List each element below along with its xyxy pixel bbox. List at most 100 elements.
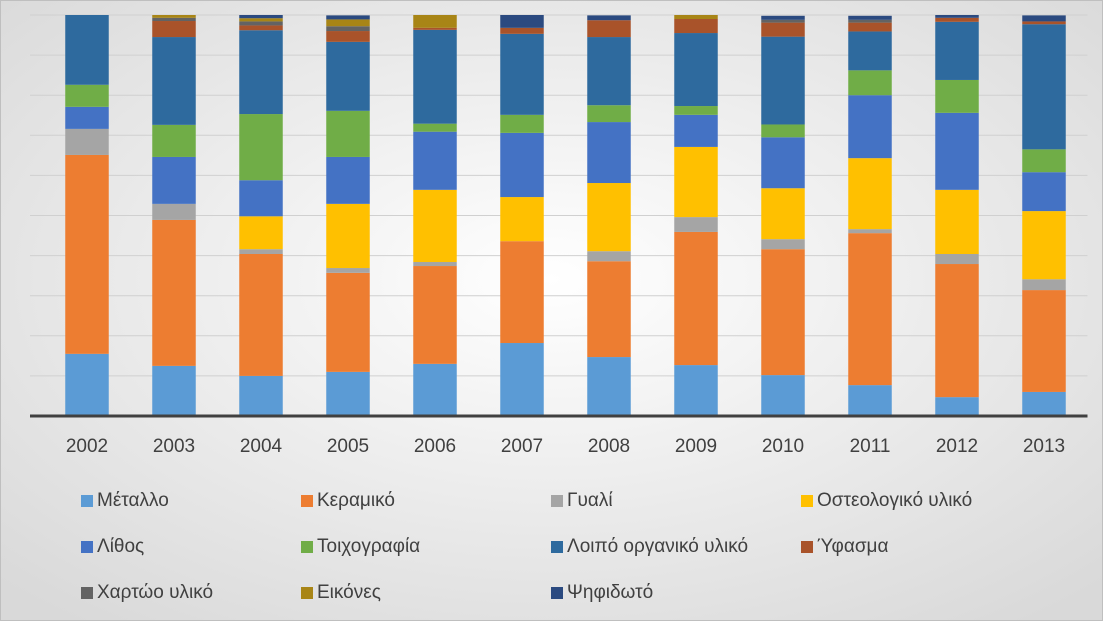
bar-segment [587,261,631,358]
bar-segment [500,114,544,133]
bar-segment [239,249,283,254]
bar-segment [152,365,196,416]
x-tick-label: 2011 [850,436,891,457]
bar-segment [152,203,196,220]
bar-segment [587,357,631,416]
bar-segment [239,18,283,22]
legend-label: Κεραμικό [317,490,395,511]
bar-segment [413,123,457,132]
bar-segment [152,156,196,204]
legend-swatch [551,495,563,507]
legend-swatch [801,495,813,507]
bar-segment [500,27,544,34]
bar-segment [935,21,979,80]
legend-label: Μέταλλο [97,490,169,511]
bar-segment [500,15,544,28]
bar-segment [239,21,283,26]
legend-swatch [301,495,313,507]
legend-swatch [551,541,563,553]
bar-segment [326,203,370,269]
bar-segment [761,15,805,20]
bar-segment [500,197,544,242]
x-tick-label: 2005 [327,436,369,457]
bar-segment [413,363,457,416]
bar-segment [848,19,892,23]
bar-segment [587,15,631,21]
bar-segment [674,365,718,416]
bar-segment [761,249,805,376]
bar-segment [413,27,457,30]
bar-segment [326,272,370,372]
bar-segment [500,241,544,344]
bar-segment [848,158,892,230]
bar-segment [935,397,979,416]
bar-segment [500,132,544,198]
bar-segment [239,253,283,376]
bar-segment [326,371,370,416]
bar-segment [65,15,109,85]
x-tick-label: 2008 [588,436,630,457]
bar-segment [326,41,370,111]
bar-segment [239,180,283,217]
bar-segment [587,20,631,38]
bar-segment [239,375,283,416]
bar-segment [674,15,718,20]
bar-segment [152,17,196,22]
bar-segment [65,154,109,354]
bar-segment [587,105,631,123]
bar-segment [587,183,631,252]
bar-segment [65,353,109,416]
legend-swatch [301,541,313,553]
legend-label: Χαρτώο υλικό [97,582,213,603]
bar-segment [1022,21,1066,25]
bar-segment [935,15,979,18]
bar-segment [935,112,979,190]
legend-swatch [81,541,93,553]
bar-segment [761,22,805,37]
bar-segment [674,217,718,232]
legend-label: Λίθος [97,536,144,557]
bar-segment [848,31,892,71]
bar-segment [848,15,892,20]
bar-segment [761,188,805,240]
bar-segment [500,33,544,115]
bar-segment [413,262,457,267]
bar-segment [65,128,109,155]
legend-swatch [81,587,93,599]
bar-segment [239,114,283,181]
x-tick-label: 2002 [66,436,108,457]
bar-segment [413,29,457,124]
bar-segment [674,114,718,147]
legend-swatch [81,495,93,507]
x-tick-label: 2009 [675,436,717,457]
bar-segment [848,22,892,32]
bar-segment [935,264,979,398]
bar-segment [413,15,457,28]
bar-segment [326,268,370,273]
legend-swatch [301,587,313,599]
x-tick-label: 2012 [936,436,978,457]
bar-segment [326,110,370,157]
bar-segment [326,26,370,32]
bar-segment [674,33,718,107]
legend-label: Τοιχογραφία [317,536,420,557]
bar-segment [326,156,370,204]
legend-label: Λοιπό οργανικό υλικό [567,536,748,557]
bar-segment [1022,290,1066,392]
bar-segment [1022,24,1066,150]
bar-segment [1022,15,1066,22]
bar-segment [239,25,283,31]
x-tick-label: 2013 [1023,436,1065,457]
bar-segment [935,189,979,254]
bar-segment [674,146,718,218]
legend-label: Οστεολογικό υλικό [817,490,972,511]
bar-segment [761,124,805,138]
x-tick-label: 2004 [240,436,283,457]
bar-segment [761,36,805,125]
x-tick-label: 2003 [153,436,195,457]
bar-segment [848,385,892,416]
bar-segment [587,37,631,106]
bar-segment [65,84,109,107]
bar-segment [1022,211,1066,280]
